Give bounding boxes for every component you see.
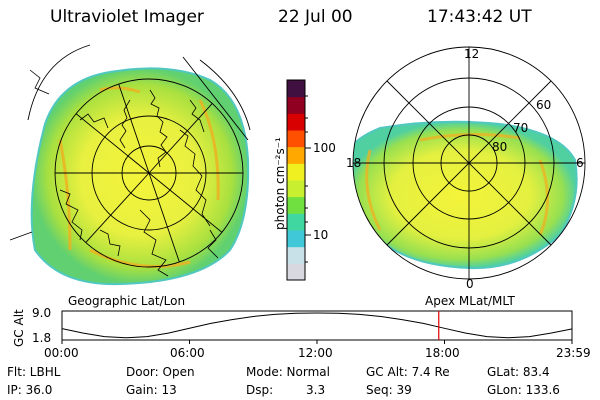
filter-info: Flt: LBHL bbox=[7, 365, 61, 379]
date-label: 22 Jul 00 bbox=[278, 7, 353, 27]
mlat-label-80: 80 bbox=[492, 140, 508, 154]
altitude-y-label: GC Alt bbox=[12, 309, 26, 347]
mlt-label-12: 12 bbox=[464, 47, 480, 61]
mlt-label-18: 18 bbox=[346, 156, 362, 170]
colorbar-segment bbox=[287, 230, 305, 248]
right-auroral-image bbox=[353, 120, 578, 270]
mode-info: Mode: Normal bbox=[246, 365, 330, 379]
time-tick-3: 18:00 bbox=[425, 346, 460, 360]
colorbar-segment bbox=[287, 213, 305, 231]
mlt-dial bbox=[352, 46, 586, 280]
glon-info: GLon: 133.6 bbox=[487, 383, 560, 397]
altitude-tick-high: 9.0 bbox=[32, 306, 52, 320]
seq-info: Seq: 39 bbox=[366, 383, 412, 397]
mlat-label-70: 70 bbox=[513, 121, 529, 135]
mlt-label-6: 6 bbox=[576, 156, 584, 170]
mlat-label-60: 60 bbox=[536, 98, 552, 112]
colorbar-segment bbox=[287, 113, 305, 131]
instrument-title: Ultraviolet Imager bbox=[50, 7, 204, 27]
colorbar-unit-label: photon cm⁻²s⁻¹ bbox=[273, 137, 287, 230]
time-tick-0: 00:00 bbox=[44, 346, 79, 360]
time-tick-4: 23:59 bbox=[556, 346, 591, 360]
dsp-value: 3.3 bbox=[306, 383, 326, 397]
time-tick-1: 06:00 bbox=[170, 346, 205, 360]
colorbar-segment bbox=[287, 130, 305, 148]
altitude-plot bbox=[61, 310, 573, 344]
time-label: 17:43:42 UT bbox=[427, 7, 532, 27]
gain-info: Gain: 13 bbox=[126, 383, 177, 397]
door-info: Door: Open bbox=[126, 365, 195, 379]
colorbar-segment bbox=[287, 196, 305, 214]
dsp-label: Dsp: bbox=[246, 383, 274, 397]
colorbar bbox=[286, 79, 311, 281]
colorbar-segment bbox=[287, 146, 305, 164]
colorbar-segment bbox=[287, 80, 305, 98]
glat-info: GLat: 83.4 bbox=[487, 365, 550, 379]
colorbar-segment bbox=[287, 263, 305, 281]
ip-info: IP: 36.0 bbox=[7, 383, 53, 397]
left-auroral-image bbox=[30, 67, 250, 286]
geographic-caption: Geographic Lat/Lon bbox=[68, 294, 186, 308]
mlt-label-0: 0 bbox=[466, 277, 474, 291]
geographic-map bbox=[9, 44, 251, 286]
colorbar-segment bbox=[287, 180, 305, 198]
colorbar-tick-10: 10 bbox=[313, 228, 329, 242]
time-tick-2: 12:00 bbox=[298, 346, 333, 360]
colorbar-segment bbox=[287, 246, 305, 264]
colorbar-segment bbox=[287, 96, 305, 114]
colorbar-tick-100: 100 bbox=[313, 141, 336, 155]
altitude-tick-low: 1.8 bbox=[32, 331, 52, 345]
apex-caption: Apex MLat/MLT bbox=[425, 294, 515, 308]
altitude-curve bbox=[61, 312, 572, 339]
gc-alt-info: GC Alt: 7.4 Re bbox=[366, 365, 450, 379]
colorbar-segment bbox=[287, 163, 305, 181]
